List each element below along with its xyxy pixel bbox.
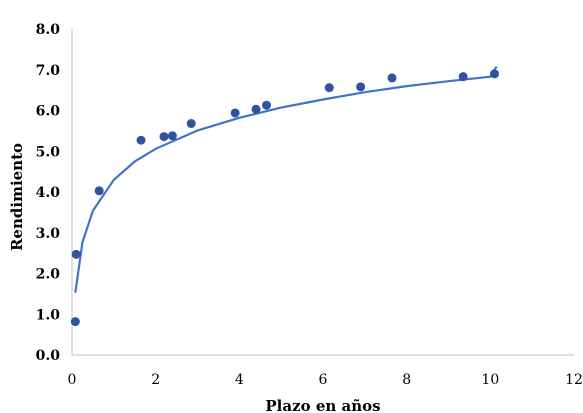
data-point [136,135,146,145]
data-points [70,69,500,327]
x-tick-label: 6 [319,372,328,388]
trendline [74,65,498,293]
y-tick-label: 7.0 [36,63,61,79]
data-point [230,108,240,118]
y-tick-label: 1.0 [36,307,61,323]
data-point [71,249,81,259]
y-axis-ticks: 0.0 1.0 2.0 3.0 4.0 5.0 6.0 7.0 8.0 [36,22,61,364]
y-tick-label: 2.0 [36,267,61,283]
data-point [324,83,334,93]
x-tick-label: 4 [235,372,244,388]
y-tick-label: 3.0 [36,226,61,242]
data-point [70,317,80,327]
data-point [94,186,104,196]
data-point [387,73,397,83]
x-tick-label: 10 [481,372,499,388]
y-tick-label: 6.0 [36,104,61,120]
y-axis-title: Rendimiento [8,143,26,251]
data-point [356,82,366,92]
x-axis-ticks: 0 2 4 6 8 10 12 [68,372,583,388]
data-point [186,119,196,129]
data-point [159,132,169,142]
data-point [262,100,272,110]
x-axis-title: Plazo en años [265,397,380,413]
x-tick-label: 12 [565,372,583,388]
data-point [490,69,500,79]
data-point [458,72,468,82]
y-tick-label: 4.0 [36,185,61,201]
data-point [167,131,177,141]
x-tick-label: 2 [151,372,160,388]
y-tick-label: 5.0 [36,144,61,160]
data-point [251,104,261,114]
y-tick-label: 0.0 [36,348,61,364]
x-tick-label: 8 [402,372,411,388]
x-tick-label: 0 [68,372,77,388]
y-tick-label: 8.0 [36,22,61,38]
